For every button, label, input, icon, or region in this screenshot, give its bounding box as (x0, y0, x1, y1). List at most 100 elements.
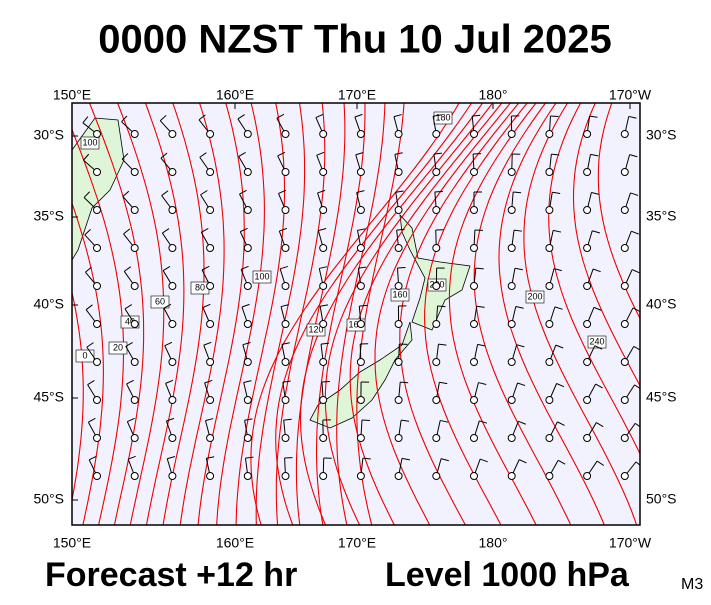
station (546, 435, 553, 442)
station (131, 473, 138, 480)
station (621, 321, 628, 328)
lat-label-right: 45°S (646, 389, 677, 405)
station (584, 131, 591, 138)
station (244, 283, 251, 290)
station (169, 321, 176, 328)
station (621, 359, 628, 366)
station (282, 131, 289, 138)
station (584, 283, 591, 290)
station (169, 397, 176, 404)
station (131, 131, 138, 138)
lon-label-top: 170°W (609, 87, 652, 103)
contour-label: 160 (392, 289, 407, 299)
station (207, 207, 214, 214)
station (357, 131, 364, 138)
isobar (0, 100, 63, 530)
station (546, 283, 553, 290)
station (169, 245, 176, 252)
station (320, 473, 327, 480)
station (546, 207, 553, 214)
model-code: M3 (681, 576, 703, 593)
station (169, 207, 176, 214)
station (244, 359, 251, 366)
contour-label: 100 (82, 137, 97, 147)
station (94, 321, 101, 328)
station (357, 473, 364, 480)
station (471, 435, 478, 442)
station (282, 283, 289, 290)
station (508, 321, 515, 328)
station (433, 321, 440, 328)
station (207, 473, 214, 480)
station (584, 169, 591, 176)
lat-label-right: 50°S (646, 491, 677, 507)
station (131, 435, 138, 442)
station (508, 131, 515, 138)
isobar (0, 100, 43, 530)
station (320, 169, 327, 176)
station (433, 473, 440, 480)
lat-label-left: 45°S (33, 389, 64, 405)
station (207, 397, 214, 404)
station (244, 245, 251, 252)
station (169, 473, 176, 480)
barb-flag (322, 381, 330, 382)
station (508, 397, 515, 404)
station (508, 169, 515, 176)
station (546, 359, 553, 366)
barb-flag (438, 306, 446, 307)
station (244, 397, 251, 404)
station (357, 435, 364, 442)
station (169, 435, 176, 442)
station (282, 435, 289, 442)
station (131, 283, 138, 290)
station (131, 359, 138, 366)
station (395, 283, 402, 290)
station (94, 473, 101, 480)
station (320, 359, 327, 366)
station (395, 435, 402, 442)
station (471, 131, 478, 138)
station (621, 473, 628, 480)
station (357, 359, 364, 366)
station (282, 207, 289, 214)
station (282, 397, 289, 404)
station (471, 245, 478, 252)
lon-label-top: 150°E (53, 87, 91, 103)
station (320, 321, 327, 328)
station (471, 321, 478, 328)
station (621, 397, 628, 404)
station (584, 473, 591, 480)
station (433, 359, 440, 366)
station (94, 207, 101, 214)
lon-label-bottom: 180° (479, 535, 508, 551)
station (169, 131, 176, 138)
station (207, 245, 214, 252)
contour-label: 80 (195, 282, 205, 292)
station (471, 283, 478, 290)
station (244, 207, 251, 214)
station (207, 169, 214, 176)
station (131, 245, 138, 252)
barb-flag (435, 191, 443, 192)
contour-label: 100 (254, 271, 269, 281)
station (621, 131, 628, 138)
station (282, 169, 289, 176)
station (395, 359, 402, 366)
station (320, 245, 327, 252)
lat-label-left: 40°S (33, 296, 64, 312)
station (94, 169, 101, 176)
lon-label-bottom: 160°E (216, 535, 254, 551)
station (433, 169, 440, 176)
station (131, 169, 138, 176)
station (94, 283, 101, 290)
station (282, 321, 289, 328)
station (621, 169, 628, 176)
lon-label-bottom: 150°E (53, 535, 91, 551)
station (357, 321, 364, 328)
station (584, 321, 591, 328)
station (621, 283, 628, 290)
station (207, 283, 214, 290)
isobar (0, 100, 3, 530)
